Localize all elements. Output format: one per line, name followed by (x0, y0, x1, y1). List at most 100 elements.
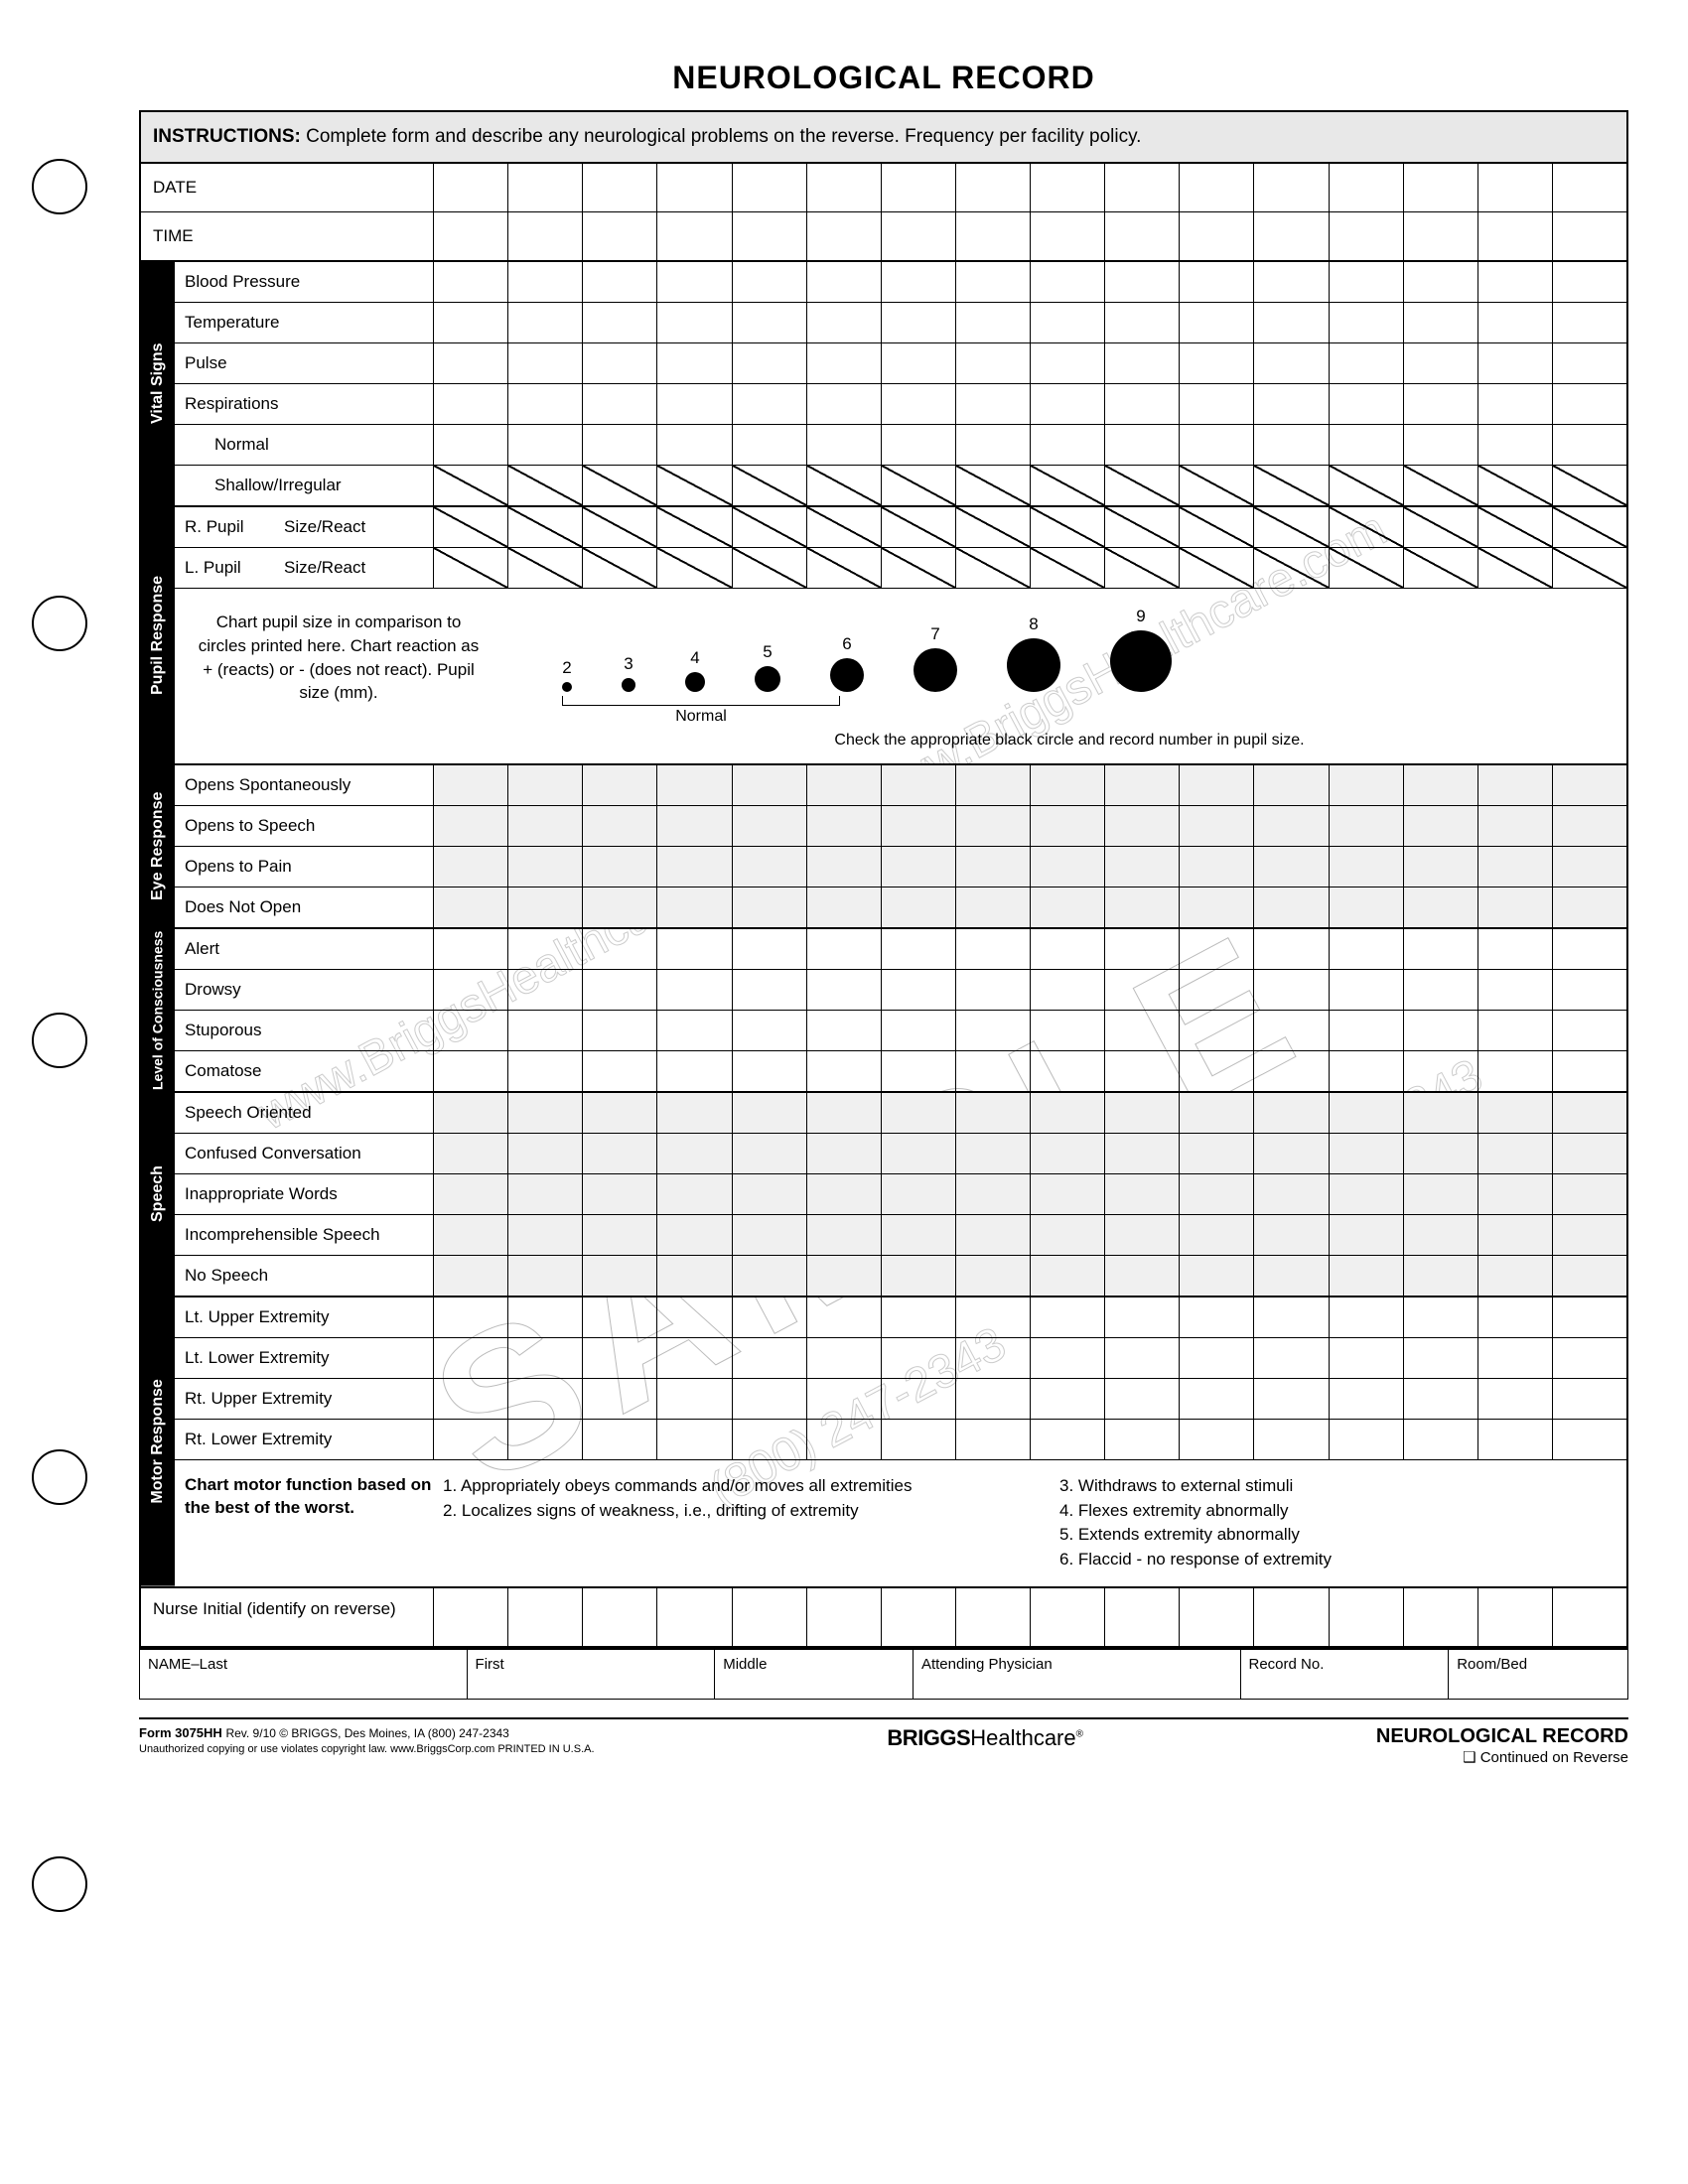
grid-cell[interactable] (433, 847, 507, 887)
grid-cell[interactable] (1552, 343, 1626, 383)
grid-cell[interactable] (1253, 1011, 1328, 1050)
grid-cell[interactable] (1030, 1134, 1104, 1173)
grid-cell[interactable] (656, 212, 731, 260)
grid-cell[interactable] (881, 1588, 955, 1646)
grid-cell[interactable] (1477, 212, 1552, 260)
grid-cell[interactable] (1104, 970, 1179, 1010)
grid-cell[interactable] (1477, 1588, 1552, 1646)
grid-cell[interactable] (1329, 1011, 1403, 1050)
grid-cell[interactable] (1030, 1338, 1104, 1378)
grid-cell[interactable] (1329, 1420, 1403, 1459)
grid-cell[interactable] (1552, 1338, 1626, 1378)
grid-cell[interactable] (1253, 1420, 1328, 1459)
grid-cell[interactable] (1552, 425, 1626, 465)
grid-cell[interactable] (806, 1215, 881, 1255)
grid-cell[interactable] (1403, 1174, 1477, 1214)
grid-cell[interactable] (582, 1338, 656, 1378)
grid-cell[interactable] (1104, 343, 1179, 383)
grid-cell[interactable] (582, 1134, 656, 1173)
grid-cell[interactable] (732, 1093, 806, 1133)
grid-cell[interactable] (806, 1338, 881, 1378)
grid-cell[interactable] (881, 929, 955, 969)
grid-cell[interactable] (955, 1588, 1030, 1646)
grid-cell[interactable] (1253, 164, 1328, 211)
grid-cell[interactable] (881, 970, 955, 1010)
grid-cell[interactable] (1403, 1215, 1477, 1255)
grid-cell[interactable] (1253, 1051, 1328, 1091)
grid-cell[interactable] (1477, 1420, 1552, 1459)
grid-cell[interactable] (507, 847, 582, 887)
grid-cell[interactable] (1329, 1174, 1403, 1214)
grid-cell[interactable] (806, 1093, 881, 1133)
grid-cell[interactable] (433, 425, 507, 465)
grid-cell[interactable] (881, 1093, 955, 1133)
grid-cell[interactable] (1477, 1051, 1552, 1091)
grid-cell[interactable] (1329, 425, 1403, 465)
grid-cell[interactable] (732, 343, 806, 383)
grid-cell[interactable] (955, 384, 1030, 424)
grid-cell[interactable] (881, 212, 955, 260)
grid-cell[interactable] (507, 466, 582, 505)
grid-cell[interactable] (732, 970, 806, 1010)
grid-cell[interactable] (656, 164, 731, 211)
grid-cell[interactable] (1477, 303, 1552, 342)
grid-cell[interactable] (1403, 262, 1477, 302)
grid-cell[interactable] (1253, 384, 1328, 424)
grid-cell[interactable] (955, 343, 1030, 383)
grid-cell[interactable] (881, 1215, 955, 1255)
grid-cell[interactable] (507, 970, 582, 1010)
grid-cell[interactable] (1477, 262, 1552, 302)
grid-cell[interactable] (955, 1051, 1030, 1091)
grid-cell[interactable] (1403, 1420, 1477, 1459)
grid-cell[interactable] (806, 1134, 881, 1173)
grid-cell[interactable] (582, 1588, 656, 1646)
grid-cell[interactable] (1403, 765, 1477, 805)
grid-cell[interactable] (656, 548, 731, 588)
grid-cell[interactable] (582, 164, 656, 211)
grid-cell[interactable] (1104, 425, 1179, 465)
grid-cell[interactable] (955, 164, 1030, 211)
grid-cell[interactable] (1403, 1297, 1477, 1337)
grid-cell[interactable] (732, 1051, 806, 1091)
grid-cell[interactable] (1253, 1256, 1328, 1296)
grid-cell[interactable] (806, 1297, 881, 1337)
grid-cell[interactable] (582, 1215, 656, 1255)
grid-cell[interactable] (1477, 1297, 1552, 1337)
grid-cell[interactable] (806, 929, 881, 969)
grid-cell[interactable] (1403, 970, 1477, 1010)
grid-cell[interactable] (1477, 466, 1552, 505)
grid-cell[interactable] (806, 1588, 881, 1646)
grid-cell[interactable] (1179, 1051, 1253, 1091)
grid-cell[interactable] (1253, 765, 1328, 805)
grid-cell[interactable] (806, 1051, 881, 1091)
grid-cell[interactable] (1552, 1134, 1626, 1173)
grid-cell[interactable] (806, 887, 881, 927)
grid-cell[interactable] (732, 384, 806, 424)
grid-cell[interactable] (732, 425, 806, 465)
grid-cell[interactable] (1253, 1297, 1328, 1337)
grid-cell[interactable] (433, 212, 507, 260)
grid-cell[interactable] (806, 425, 881, 465)
grid-cell[interactable] (1552, 1011, 1626, 1050)
grid-cell[interactable] (1030, 1093, 1104, 1133)
grid-cell[interactable] (507, 507, 582, 547)
grid-cell[interactable] (806, 507, 881, 547)
grid-cell[interactable] (1104, 1093, 1179, 1133)
grid-cell[interactable] (806, 303, 881, 342)
grid-cell[interactable] (1179, 425, 1253, 465)
grid-cell[interactable] (1179, 262, 1253, 302)
grid-cell[interactable] (1253, 466, 1328, 505)
grid-cell[interactable] (1403, 929, 1477, 969)
grid-cell[interactable] (1552, 262, 1626, 302)
grid-cell[interactable] (1104, 1379, 1179, 1419)
grid-cell[interactable] (1030, 1215, 1104, 1255)
grid-cell[interactable] (1552, 765, 1626, 805)
grid-cell[interactable] (1179, 1215, 1253, 1255)
grid-cell[interactable] (433, 806, 507, 846)
grid-cell[interactable] (433, 548, 507, 588)
grid-cell[interactable] (507, 425, 582, 465)
grid-cell[interactable] (1104, 1134, 1179, 1173)
grid-cell[interactable] (955, 1256, 1030, 1296)
field-room-bed[interactable]: Room/Bed (1449, 1650, 1627, 1699)
grid-cell[interactable] (1477, 1093, 1552, 1133)
